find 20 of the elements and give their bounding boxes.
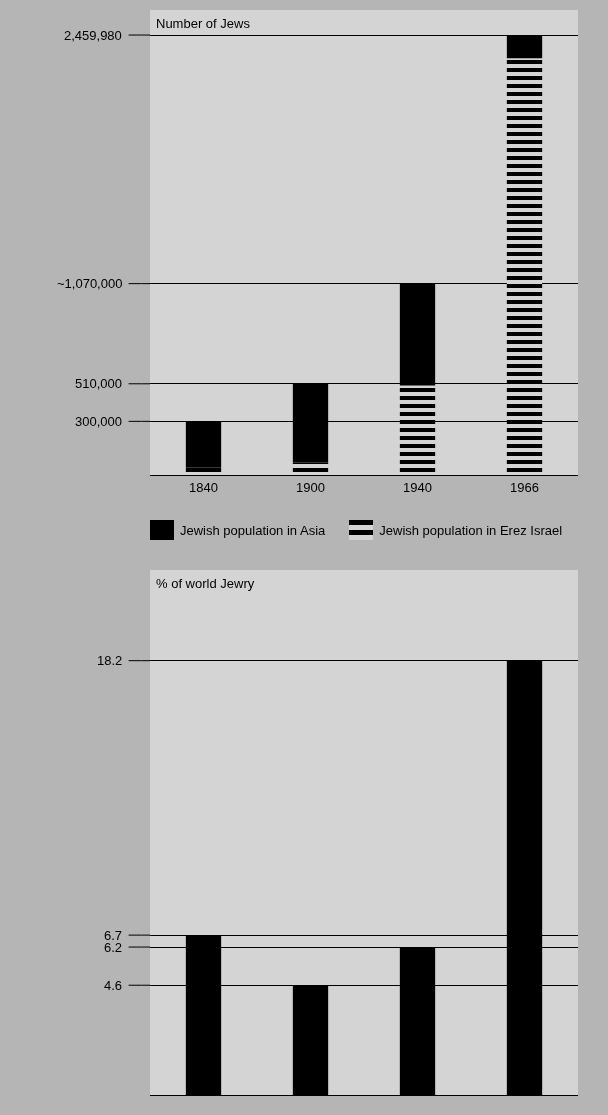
y-tick-label: 510,000: [75, 376, 122, 391]
y-tick-label: 18.2: [97, 653, 123, 668]
legend-label: Jewish population in Asia: [180, 522, 326, 538]
bar: [506, 58, 543, 475]
x-tick-label: 1940: [403, 479, 432, 495]
y-tick-label: ~1,070,000: [57, 276, 123, 291]
legend-label: Jewish population in Erez Israel: [379, 522, 563, 538]
bar: [292, 462, 329, 475]
x-tick-label: 1900: [296, 479, 325, 495]
x-tick-label: 1966: [510, 479, 539, 495]
bar: [399, 385, 436, 475]
x-tick-label: 1840: [189, 479, 218, 495]
y-tick-label: 6.7: [104, 928, 123, 943]
y-axis-title: Number of Jews: [156, 16, 251, 31]
bar: [185, 467, 222, 475]
y-tick-label: 6.2: [104, 940, 123, 955]
y-tick-label: 300,000: [75, 414, 122, 429]
y-axis-title: % of world Jewry: [156, 576, 255, 591]
y-tick-label: 2,459,980: [64, 28, 122, 43]
y-tick-label: 4.6: [104, 978, 123, 993]
